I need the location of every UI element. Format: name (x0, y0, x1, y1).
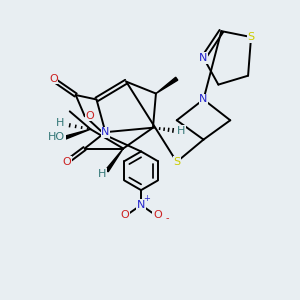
Text: O: O (120, 210, 129, 220)
Text: N: N (137, 200, 145, 210)
Text: H: H (98, 169, 106, 179)
Text: O: O (62, 157, 71, 167)
Text: N: N (101, 127, 110, 137)
Text: H: H (56, 118, 64, 128)
Text: N: N (199, 53, 208, 63)
Text: O: O (85, 111, 94, 121)
Text: S: S (248, 32, 255, 42)
Text: HO: HO (48, 132, 65, 142)
Text: N: N (199, 94, 208, 104)
Text: O: O (153, 210, 162, 220)
Polygon shape (156, 77, 178, 94)
Text: O: O (49, 74, 58, 84)
Text: -: - (166, 213, 169, 224)
Polygon shape (106, 148, 123, 172)
Text: S: S (173, 157, 180, 167)
Text: +: + (144, 194, 151, 203)
Polygon shape (63, 129, 91, 140)
Text: H: H (177, 126, 185, 136)
